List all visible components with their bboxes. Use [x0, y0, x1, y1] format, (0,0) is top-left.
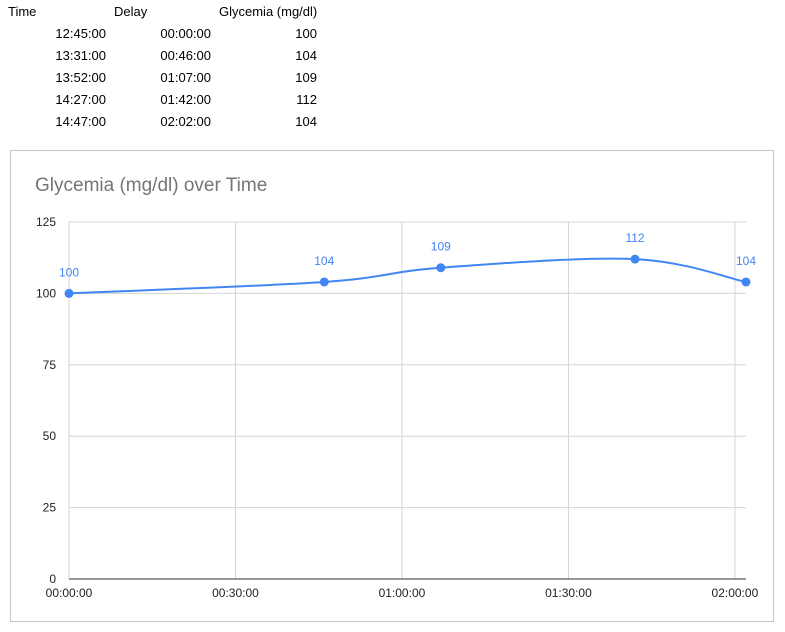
table-cell[interactable]: 13:31:00	[55, 48, 106, 63]
y-tick-label: 25	[43, 501, 57, 515]
table-cell[interactable]: 14:27:00	[55, 92, 106, 107]
data-point	[630, 254, 640, 264]
y-tick-label: 50	[43, 429, 57, 443]
table-header-glycemia[interactable]: Glycemia (mg/dl)	[219, 4, 318, 19]
x-tick-label: 01:00:00	[379, 586, 426, 600]
line-chart: 0 25 50 75 100 125 00:00:00 00:30:00 01:00:00 01:…	[36, 215, 759, 600]
table-cell[interactable]: 109	[295, 70, 317, 85]
table-cell[interactable]: 14:47:00	[55, 114, 106, 129]
table-cell[interactable]: 13:52:00	[55, 70, 106, 85]
table-cell[interactable]: 00:00:00	[160, 26, 211, 41]
table-header-delay[interactable]: Delay	[114, 4, 148, 19]
y-tick-label: 0	[49, 572, 56, 586]
y-tick-label: 125	[36, 215, 56, 229]
table-cell[interactable]: 00:46:00	[160, 48, 211, 63]
data-label: 109	[431, 240, 451, 254]
x-tick-label: 02:00:00	[712, 586, 759, 600]
chart-frame[interactable]: Glycemia (mg/dl) over Time 0 25 50 75 100 125…	[10, 150, 774, 622]
table-cell[interactable]: 12:45:00	[55, 26, 106, 41]
data-label: 100	[59, 265, 79, 279]
table-cell[interactable]: 112	[296, 92, 317, 107]
y-tick-label: 100	[36, 286, 56, 300]
data-label: 104	[314, 254, 334, 268]
table-header-time[interactable]: Time	[8, 4, 37, 19]
table-cell[interactable]: 104	[295, 114, 317, 129]
data-point	[64, 288, 74, 298]
data-point	[319, 277, 329, 287]
data-label: 104	[736, 254, 756, 268]
table-cell[interactable]: 02:02:00	[160, 114, 211, 129]
x-tick-label: 01:30:00	[545, 586, 592, 600]
chart-title: Glycemia (mg/dl) over Time	[35, 175, 268, 196]
table-cell[interactable]: 104	[295, 48, 317, 63]
x-tick-label: 00:00:00	[46, 586, 93, 600]
y-tick-label: 75	[43, 358, 57, 372]
data-point	[741, 277, 751, 287]
table-cell[interactable]: 01:42:00	[160, 92, 211, 107]
table-cell[interactable]: 100	[295, 26, 317, 41]
x-tick-label: 00:30:00	[212, 586, 259, 600]
table-cell[interactable]: 01:07:00	[160, 70, 211, 85]
series-line	[68, 257, 747, 295]
data-point	[436, 263, 446, 273]
data-label: 112	[625, 231, 644, 245]
